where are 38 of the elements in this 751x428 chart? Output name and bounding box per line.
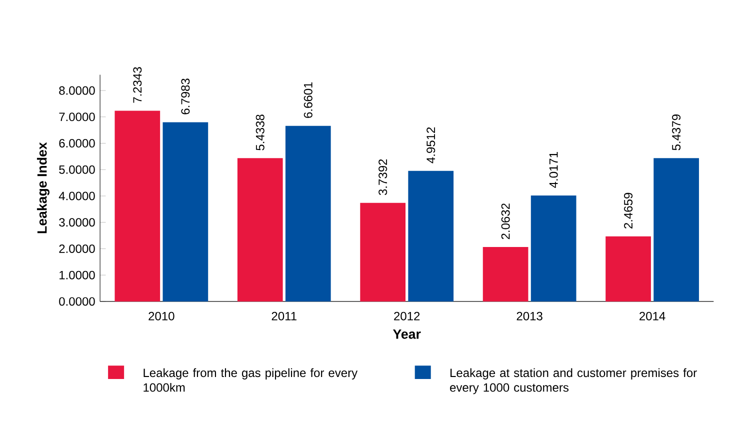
bar [530, 195, 576, 302]
bar [482, 246, 528, 302]
data-label: 5.4338 [256, 114, 264, 150]
data-label: 4.9512 [426, 127, 436, 164]
data-label: 2.4659 [624, 192, 633, 228]
y-tick-label: 1.0000 [60, 270, 95, 280]
bar [114, 110, 160, 302]
legend-label: Leakage at station and customer premises for every 1000 customers [450, 368, 697, 394]
y-tick-label: 8.0000 [59, 86, 95, 95]
y-tick-label: 5.0000 [59, 165, 95, 174]
bar [360, 202, 406, 302]
x-tick-label: 2013 [516, 312, 542, 320]
x-tick-label: 2010 [148, 312, 174, 320]
bar [162, 122, 208, 302]
data-label: 5.4379 [672, 114, 681, 150]
data-label: 3.7392 [378, 159, 388, 195]
bar [285, 126, 331, 302]
y-tick-label: 4.0000 [58, 192, 95, 200]
bar [408, 170, 454, 302]
legend-label: Leakage from the gas pipeline for every 1000km [144, 368, 358, 392]
data-label: 7.2343 [133, 67, 142, 103]
bar [606, 236, 651, 302]
x-tick-label: 2014 [640, 312, 666, 320]
y-tick-label: 6.0000 [59, 138, 95, 148]
data-label: 4.0171 [549, 152, 558, 188]
bar [237, 158, 283, 302]
data-label: 6.6601 [304, 82, 312, 118]
y-tick-label: 0.0000 [59, 297, 95, 306]
y-tick-label: 7.0000 [59, 112, 95, 122]
y-tick-label: 3.0000 [59, 218, 95, 227]
y-axis-title: Leakage Index [36, 142, 50, 234]
x-axis-title: Year [392, 329, 421, 339]
x-tick-label: 2012 [394, 312, 420, 320]
x-tick-label: 2011 [272, 312, 296, 320]
y-tick-label: 2.0000 [59, 244, 95, 253]
bar [654, 158, 699, 302]
data-label: 6.7983 [181, 78, 190, 114]
data-label: 2.0632 [501, 203, 510, 239]
